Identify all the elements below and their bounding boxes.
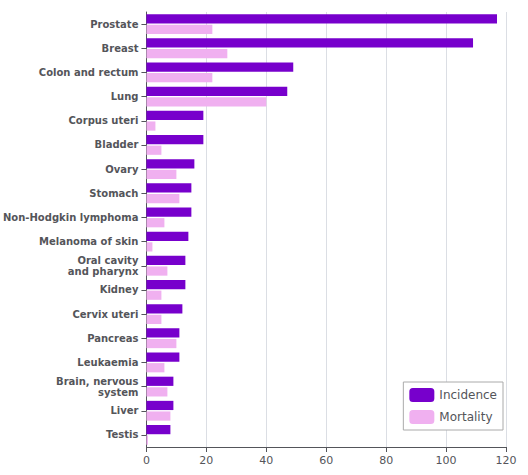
svg-text:Ovary: Ovary	[105, 164, 139, 175]
svg-text:Testis: Testis	[106, 429, 138, 440]
svg-text:20: 20	[199, 454, 213, 467]
svg-text:Prostate: Prostate	[90, 19, 138, 30]
svg-text:Melanoma of skin: Melanoma of skin	[39, 236, 138, 247]
svg-text:system: system	[98, 387, 138, 398]
svg-text:Lung: Lung	[111, 91, 139, 102]
svg-text:Oral cavity: Oral cavity	[77, 255, 138, 266]
svg-text:120: 120	[496, 454, 517, 467]
svg-text:60: 60	[319, 454, 333, 467]
svg-text:Leukaemia: Leukaemia	[77, 357, 138, 368]
svg-text:Mortality: Mortality	[439, 410, 492, 424]
svg-text:Brain, nervous: Brain, nervous	[56, 376, 138, 387]
svg-text:Bladder: Bladder	[95, 139, 139, 150]
svg-text:0: 0	[143, 454, 150, 467]
svg-text:40: 40	[259, 454, 273, 467]
svg-text:Non-Hodgkin lymphoma: Non-Hodgkin lymphoma	[3, 212, 138, 223]
svg-text:Cervix uteri: Cervix uteri	[72, 309, 138, 320]
svg-text:Kidney: Kidney	[100, 284, 139, 295]
svg-text:Liver: Liver	[110, 405, 138, 416]
svg-text:Pancreas: Pancreas	[87, 333, 138, 344]
svg-text:100: 100	[436, 454, 457, 467]
svg-text:Breast: Breast	[102, 43, 139, 54]
svg-text:Incidence: Incidence	[439, 388, 497, 402]
svg-text:80: 80	[379, 454, 393, 467]
svg-text:Corpus uteri: Corpus uteri	[69, 115, 139, 126]
svg-text:and pharynx: and pharynx	[68, 266, 139, 277]
svg-text:Stomach: Stomach	[89, 188, 138, 199]
svg-text:Colon and rectum: Colon and rectum	[39, 67, 139, 78]
